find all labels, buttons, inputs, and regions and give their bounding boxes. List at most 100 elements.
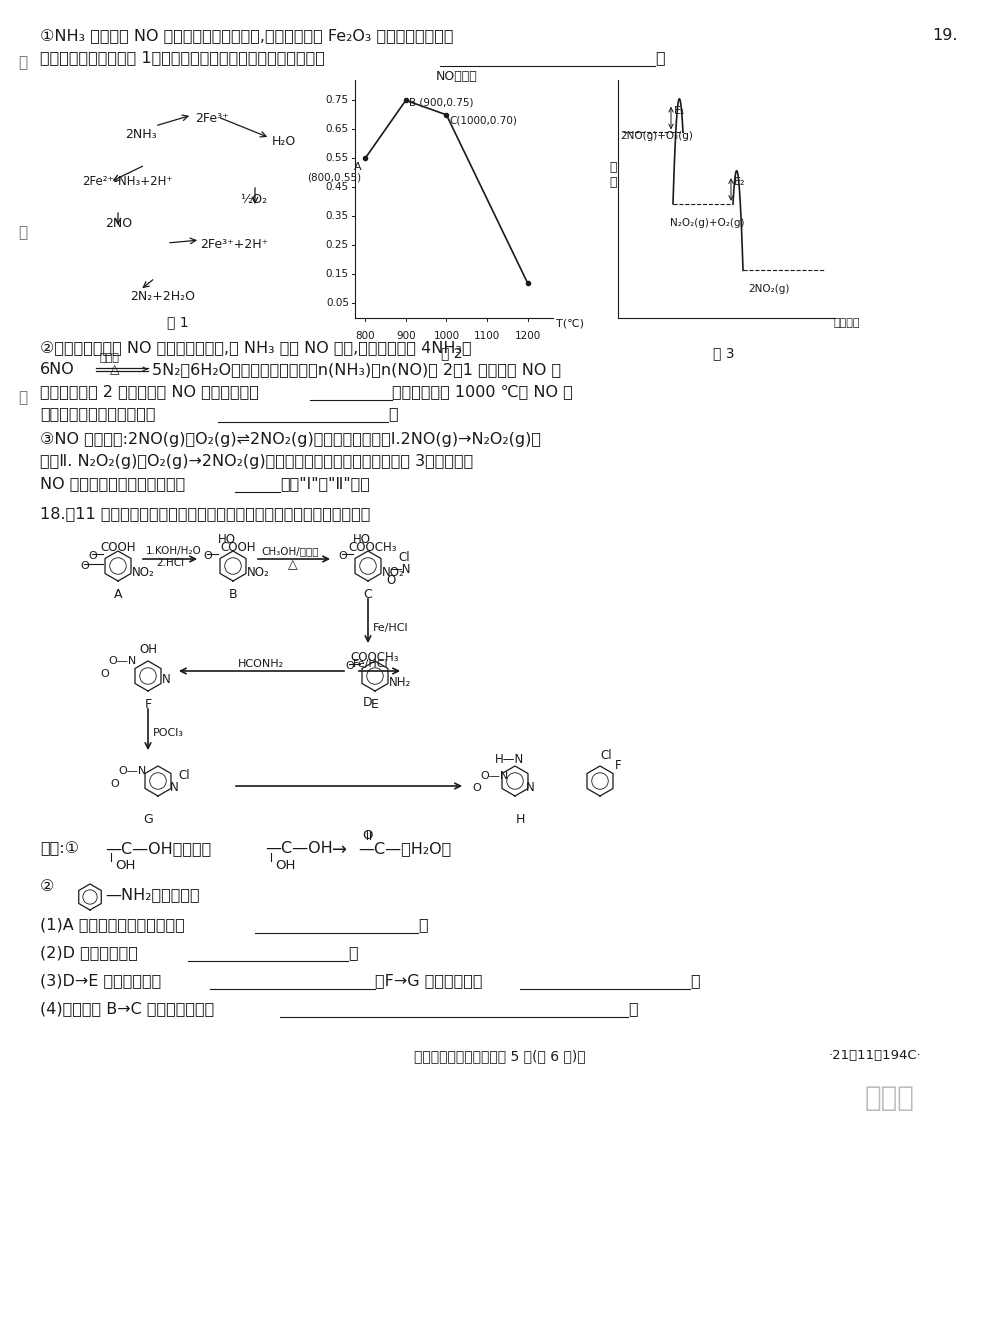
Text: 。: 。 xyxy=(418,917,428,932)
Text: 0.15: 0.15 xyxy=(326,269,349,280)
Text: O: O xyxy=(345,661,354,670)
Text: C(1000,0.70): C(1000,0.70) xyxy=(449,116,517,125)
Text: 2N₂+2H₂O: 2N₂+2H₂O xyxy=(130,291,195,303)
Text: CH₃OH/浓硫酸: CH₃OH/浓硫酸 xyxy=(261,547,318,556)
Text: △: △ xyxy=(288,559,298,571)
Text: —C—OH不稳定，: —C—OH不稳定， xyxy=(105,841,211,856)
Text: O—N: O—N xyxy=(480,770,508,781)
Text: HO: HO xyxy=(218,533,236,547)
Text: 0.25: 0.25 xyxy=(326,240,349,251)
Text: Cl: Cl xyxy=(600,749,612,762)
Text: ½O₂: ½O₂ xyxy=(240,193,267,207)
Text: 6NO: 6NO xyxy=(40,363,75,377)
Text: O: O xyxy=(386,575,395,587)
Text: 了: 了 xyxy=(18,391,27,405)
Text: O—N: O—N xyxy=(118,766,146,776)
Text: 能发生的反应过程如图 1。写出脱硝过程的总反应的化学方程式：: 能发生的反应过程如图 1。写出脱硝过程的总反应的化学方程式： xyxy=(40,51,325,65)
Text: —N: —N xyxy=(390,563,411,576)
Text: ②催化氧化法去除 NO 是在一定条件下,用 NH₃ 消除 NO 污染,其反应原理为 4NH₃＋: ②催化氧化法去除 NO 是在一定条件下,用 NH₃ 消除 NO 污染,其反应原理… xyxy=(40,340,472,355)
Text: 图 2: 图 2 xyxy=(441,347,462,360)
Text: 0.65: 0.65 xyxy=(326,124,349,135)
Text: 图 1: 图 1 xyxy=(167,315,189,329)
Text: F: F xyxy=(144,698,152,710)
Text: HCONH₂: HCONH₂ xyxy=(238,659,284,669)
Text: 0.45: 0.45 xyxy=(326,183,349,192)
Text: (1)A 中含有的官能团的名称为: (1)A 中含有的官能团的名称为 xyxy=(40,917,185,932)
Text: —C—＋H₂O；: —C—＋H₂O； xyxy=(358,841,451,856)
Text: E₁: E₁ xyxy=(674,105,686,116)
Text: (2)D 的结构简式为: (2)D 的结构简式为 xyxy=(40,945,138,960)
Text: O: O xyxy=(362,829,372,842)
Text: H: H xyxy=(515,813,525,826)
Text: 催化剂: 催化剂 xyxy=(100,353,120,363)
Text: N: N xyxy=(526,781,535,794)
Text: ②: ② xyxy=(40,878,54,894)
Text: 0.05: 0.05 xyxy=(326,299,349,308)
Text: →: → xyxy=(332,841,347,858)
Text: 0.55: 0.55 xyxy=(326,153,349,164)
Text: 能
量: 能 量 xyxy=(609,161,617,189)
Text: O—N: O—N xyxy=(108,656,136,666)
Text: —NH₂易被氧化。: —NH₂易被氧化。 xyxy=(105,886,200,902)
Text: 0.75: 0.75 xyxy=(326,96,349,105)
Text: E: E xyxy=(371,698,379,710)
Text: 2.HCl: 2.HCl xyxy=(156,559,184,568)
Text: OH: OH xyxy=(139,643,157,656)
Text: ，F→G 的反应类型为: ，F→G 的反应类型为 xyxy=(375,973,482,988)
Text: 19.: 19. xyxy=(932,28,958,43)
Text: OH: OH xyxy=(115,858,135,872)
Text: (3)D→E 的反应类型为: (3)D→E 的反应类型为 xyxy=(40,973,161,988)
Text: 2Fe³⁺+2H⁺: 2Fe³⁺+2H⁺ xyxy=(200,239,268,251)
Text: O: O xyxy=(80,561,89,571)
Text: 答案圈: 答案圈 xyxy=(865,1084,915,1112)
Text: 【高三考试化学试卷　第 5 页(共 6 页)】: 【高三考试化学试卷 第 5 页(共 6 页)】 xyxy=(414,1049,586,1062)
Text: O: O xyxy=(100,669,109,678)
Text: C: C xyxy=(364,588,372,601)
Text: COOH: COOH xyxy=(220,541,256,555)
Text: D: D xyxy=(363,696,373,709)
Text: HO: HO xyxy=(353,533,371,547)
Text: E₂: E₂ xyxy=(734,177,746,187)
Text: NO₂: NO₂ xyxy=(382,567,405,579)
Text: Fe/HCl: Fe/HCl xyxy=(353,659,389,669)
Text: N₂O₂(g)+O₂(g): N₂O₂(g)+O₂(g) xyxy=(670,217,744,228)
Text: 已知:①: 已知:① xyxy=(40,841,79,856)
Text: 2NO: 2NO xyxy=(105,217,132,231)
Text: Cl: Cl xyxy=(398,551,410,564)
Text: O: O xyxy=(338,551,347,561)
Text: Cl: Cl xyxy=(178,769,190,782)
Text: Fe/HCl: Fe/HCl xyxy=(373,623,409,633)
Text: 1.KOH/H₂O: 1.KOH/H₂O xyxy=(146,547,202,556)
Text: 。: 。 xyxy=(655,51,665,65)
Text: 2Fe²⁺-NH₃+2H⁺: 2Fe²⁺-NH₃+2H⁺ xyxy=(82,175,173,188)
Text: 2NO₂(g): 2NO₂(g) xyxy=(748,284,789,295)
Text: N: N xyxy=(170,781,179,794)
Text: 除率骤然下降的原因可能是: 除率骤然下降的原因可能是 xyxy=(40,407,156,421)
Text: B (900,0.75): B (900,0.75) xyxy=(409,97,473,108)
Text: 1200: 1200 xyxy=(515,331,541,341)
Text: △: △ xyxy=(110,363,120,376)
Text: N: N xyxy=(162,673,171,686)
Text: （填"Ⅰ"或"Ⅱ"）。: （填"Ⅰ"或"Ⅱ"）。 xyxy=(280,476,370,491)
Text: 除率曲线如图 2 所示。脱除 NO 的最佳温度是: 除率曲线如图 2 所示。脱除 NO 的最佳温度是 xyxy=(40,384,259,399)
Text: T(℃): T(℃) xyxy=(556,319,584,328)
Text: 0.35: 0.35 xyxy=(326,212,349,221)
Text: NH₂: NH₂ xyxy=(389,676,411,689)
Text: NO 氧化反应速率的步骤是反应: NO 氧化反应速率的步骤是反应 xyxy=(40,476,185,491)
Text: NO₂: NO₂ xyxy=(247,567,270,579)
Text: G: G xyxy=(143,813,153,826)
Text: POCl₃: POCl₃ xyxy=(153,728,184,738)
Text: 900: 900 xyxy=(396,331,416,341)
Text: ①NH₃ 催化还原 NO 是重要的烟气脱硝技术,研究发现在以 Fe₂O₃ 为主的催化剂上可: ①NH₃ 催化还原 NO 是重要的烟气脱硝技术,研究发现在以 Fe₂O₃ 为主的… xyxy=(40,28,454,43)
Text: 。在温度超过 1000 ℃时 NO 脱: 。在温度超过 1000 ℃时 NO 脱 xyxy=(392,384,573,399)
Text: COOH: COOH xyxy=(100,541,136,555)
Text: COOCH₃: COOCH₃ xyxy=(349,541,397,555)
Text: 。: 。 xyxy=(690,973,700,988)
Text: 2NH₃: 2NH₃ xyxy=(125,128,157,141)
Text: 。: 。 xyxy=(348,945,358,960)
Text: COOCH₃: COOCH₃ xyxy=(351,651,399,664)
Text: A: A xyxy=(114,588,122,601)
Text: —C—OH: —C—OH xyxy=(265,841,333,856)
Text: 18.（11 分）吉非替尼是一种抗肿瘤生长的药物，其化学合成路线如下：: 18.（11 分）吉非替尼是一种抗肿瘤生长的药物，其化学合成路线如下： xyxy=(40,507,370,521)
Text: ③NO 氧化反应:2NO(g)＋O₂(g)⇌2NO₂(g)分两步进行，反应Ⅰ.2NO(g)→N₂O₂(g)，: ③NO 氧化反应:2NO(g)＋O₂(g)⇌2NO₂(g)分两步进行，反应Ⅰ.2… xyxy=(40,432,541,447)
